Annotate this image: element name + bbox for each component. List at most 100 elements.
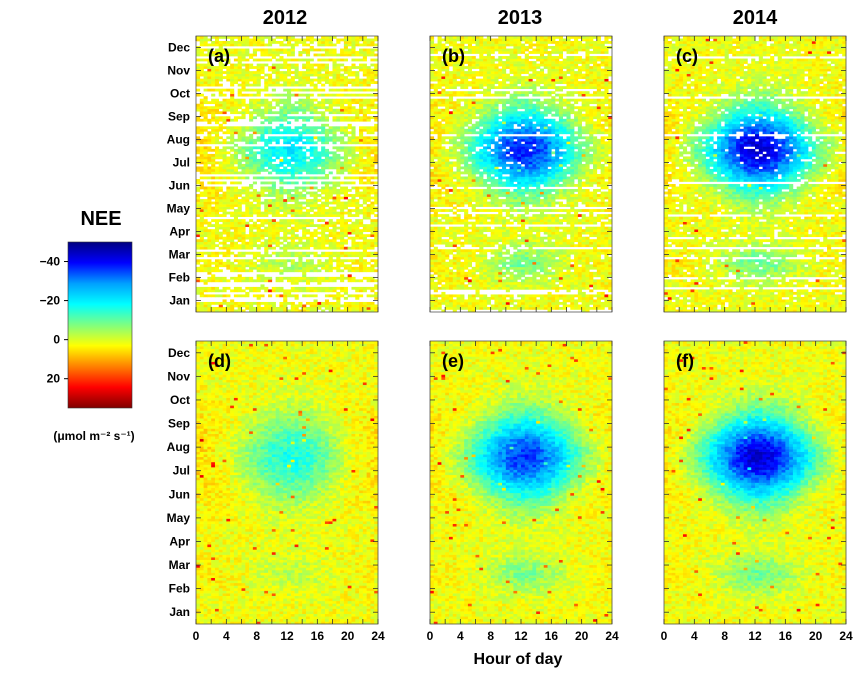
heat-cell xyxy=(313,136,318,140)
heat-cell xyxy=(207,196,212,200)
heat-cell xyxy=(359,53,364,57)
heat-cell xyxy=(271,259,276,263)
heat-cell xyxy=(539,306,545,310)
heat-cell xyxy=(475,254,480,258)
heat-cell xyxy=(309,111,314,115)
heat-cell xyxy=(294,101,299,105)
heat-cell xyxy=(336,201,341,205)
heat-cell xyxy=(351,276,356,280)
heat-cell xyxy=(370,168,375,172)
heat-cell xyxy=(218,301,223,305)
heat-cell xyxy=(211,274,216,278)
heat-cell xyxy=(362,116,367,120)
heat-cell xyxy=(340,51,345,54)
heat-cell xyxy=(226,194,231,197)
heat-cell xyxy=(467,234,473,238)
heat-cell xyxy=(362,216,367,220)
heat-cell xyxy=(336,221,341,225)
heat-cell xyxy=(264,78,269,82)
heat-cell xyxy=(460,306,465,310)
heat-cell xyxy=(374,88,379,92)
heat-cell xyxy=(256,136,261,140)
heat-cell xyxy=(498,286,503,290)
heat-cell xyxy=(260,186,265,190)
heat-cell xyxy=(340,58,345,62)
heat-cell xyxy=(433,271,438,275)
heat-cell xyxy=(343,254,348,258)
heat-cell xyxy=(521,234,526,238)
heat-cell xyxy=(604,294,609,298)
heat-cell xyxy=(328,166,333,170)
heat-cell xyxy=(214,239,220,243)
heat-cell xyxy=(430,274,435,278)
heat-cell xyxy=(608,289,613,293)
heat-cell xyxy=(370,156,375,160)
heat-cell xyxy=(294,236,299,240)
heat-cell xyxy=(196,211,201,215)
heat-cell xyxy=(294,131,299,135)
heat-cell xyxy=(359,231,364,235)
heat-cell xyxy=(245,241,250,245)
heat-cell xyxy=(355,204,360,207)
heat-cell xyxy=(264,304,269,308)
heat-cell xyxy=(509,284,514,288)
heat-cell xyxy=(332,186,337,190)
heat-cell xyxy=(347,251,352,255)
heat-cell xyxy=(355,83,360,87)
heat-cell xyxy=(309,141,314,145)
heat-cell xyxy=(521,271,526,275)
colorbar-title: NEE xyxy=(80,208,121,230)
heat-cell xyxy=(324,276,330,280)
heat-cell xyxy=(332,133,337,137)
heat-cell xyxy=(336,78,341,82)
heat-cell xyxy=(445,271,450,275)
heat-cell xyxy=(374,286,379,290)
heat-cell xyxy=(196,241,201,245)
heat-cell xyxy=(298,158,303,162)
heat-cell xyxy=(260,158,265,162)
heat-cell xyxy=(366,239,371,243)
heat-cell xyxy=(290,269,295,273)
heat-cell xyxy=(268,201,273,205)
heat-cell xyxy=(433,306,438,310)
heat-cell xyxy=(207,153,212,157)
heat-cell xyxy=(249,153,254,157)
heat-cell xyxy=(317,103,322,107)
heat-cell xyxy=(321,151,326,155)
heat-cell xyxy=(483,306,488,310)
heat-cell xyxy=(359,163,364,167)
heat-cell xyxy=(309,46,314,49)
heat-cell xyxy=(305,148,311,152)
heat-cell xyxy=(509,234,514,238)
heat-cell xyxy=(305,126,311,130)
heat-cell xyxy=(498,251,503,255)
heat-cell xyxy=(305,199,311,202)
heat-cell xyxy=(298,161,303,165)
heat-cell xyxy=(490,234,495,238)
heat-cell xyxy=(252,111,257,115)
heat-cell xyxy=(230,264,235,268)
heat-cell xyxy=(233,266,239,270)
heat-cell xyxy=(211,113,216,117)
heat-cell xyxy=(207,269,212,273)
heat-cell xyxy=(513,251,518,255)
heat-cell xyxy=(370,131,375,135)
heat-cell xyxy=(336,101,341,105)
heat-cell xyxy=(498,269,503,273)
heat-cell xyxy=(347,118,352,122)
heat-cell xyxy=(264,73,269,77)
heat-cell xyxy=(290,158,295,162)
heat-cell xyxy=(581,249,586,253)
heat-cell xyxy=(241,153,246,157)
heat-cell xyxy=(302,93,307,97)
heat-cell xyxy=(608,234,613,238)
heat-cell xyxy=(302,206,307,210)
heat-cell xyxy=(305,251,311,255)
heat-cell xyxy=(237,259,242,263)
heat-cell xyxy=(233,224,239,227)
heat-cell xyxy=(332,118,337,122)
heat-cell xyxy=(355,209,360,212)
heat-cell xyxy=(321,204,326,207)
heat-cell xyxy=(283,106,288,110)
heat-cell xyxy=(305,264,311,268)
